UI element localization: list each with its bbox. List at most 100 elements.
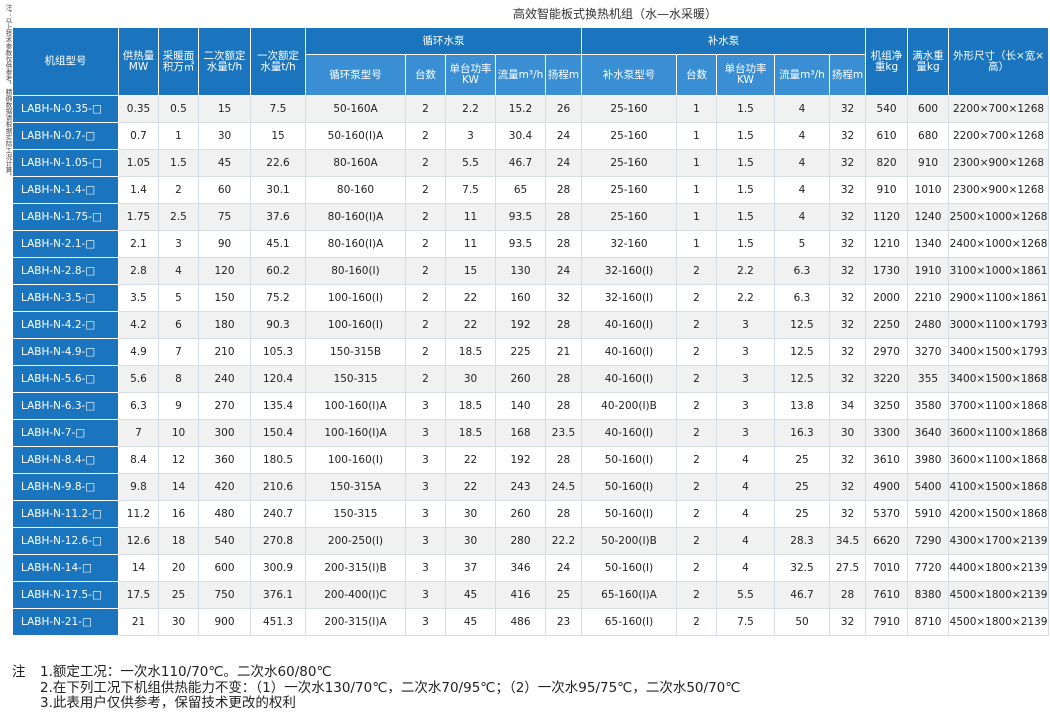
cell-makeup-count: 1 — [676, 230, 717, 258]
cell-net-weight: 3610 — [865, 446, 909, 474]
cell-model: LABH-N-2.8-□ — [12, 257, 119, 285]
cell-supply-heat: 0.35 — [118, 95, 159, 123]
cell-circ-head: 28 — [545, 311, 582, 339]
cell-circ-flow: 260 — [495, 365, 546, 393]
col-circ-flow: 流量m³/h — [495, 54, 546, 96]
cell-circ-count: 3 — [405, 554, 446, 582]
cell-circ-power: 22 — [445, 473, 496, 501]
cell-model: LABH-N-14-□ — [12, 554, 119, 582]
cell-primary-flow: 451.3 — [250, 608, 306, 636]
cell-makeup-count: 2 — [676, 338, 717, 366]
col-model: 机组型号 — [12, 27, 119, 96]
cell-circ-count: 2 — [405, 284, 446, 312]
cell-circ-model: 50-160A — [305, 95, 406, 123]
cell-dimensions: 4100×1500×1868 — [948, 473, 1050, 501]
cell-makeup-model: 65-160(Ⅰ)A — [581, 581, 677, 609]
table-row: LABH-N-1.4-□ 1.4 2 60 30.1 80-160 2 7.5 65 28 25-1… — [12, 176, 1050, 204]
table-row: LABH-N-4.2-□ 4.2 6 180 90.3 100-160(Ⅰ) 2 22 192 2… — [12, 311, 1050, 339]
cell-makeup-power: 1.5 — [716, 230, 775, 258]
cell-full-weight: 680 — [907, 122, 950, 150]
cell-circ-power: 30 — [445, 527, 496, 555]
cell-dimensions: 4500×1800×2139 — [948, 608, 1050, 636]
cell-makeup-model: 40-160(Ⅰ) — [581, 338, 677, 366]
cell-primary-flow: 150.4 — [250, 419, 306, 447]
cell-makeup-flow: 16.3 — [774, 419, 830, 447]
cell-primary-flow: 270.8 — [250, 527, 306, 555]
cell-makeup-power: 3 — [716, 338, 775, 366]
cell-makeup-power: 2.2 — [716, 284, 775, 312]
cell-area: 0.5 — [158, 95, 199, 123]
cell-primary-flow: 210.6 — [250, 473, 306, 501]
cell-makeup-flow: 28.3 — [774, 527, 830, 555]
cell-circ-head: 25 — [545, 581, 582, 609]
cell-makeup-flow: 4 — [774, 149, 830, 177]
cell-area: 1.5 — [158, 149, 199, 177]
cell-circ-head: 26 — [545, 95, 582, 123]
col-net-weight: 机组净重kg — [865, 27, 909, 96]
cell-area: 3 — [158, 230, 199, 258]
col-area: 采暖面积万㎡ — [158, 27, 199, 96]
cell-secondary-flow: 600 — [198, 554, 251, 582]
col-makeup-head: 扬程m — [828, 54, 867, 96]
cell-secondary-flow: 900 — [198, 608, 251, 636]
cell-supply-heat: 2.1 — [118, 230, 159, 258]
note-item: 3.此表用户仅供参考，保留技术更改的权利 — [40, 695, 296, 711]
cell-primary-flow: 37.6 — [250, 203, 306, 231]
cell-area: 30 — [158, 608, 199, 636]
table-row: LABH-N-9.8-□ 9.8 14 420 210.6 150-315A 3 22 243 2… — [12, 473, 1050, 501]
cell-circ-count: 3 — [405, 608, 446, 636]
cell-area: 20 — [158, 554, 199, 582]
cell-circ-count: 2 — [405, 338, 446, 366]
cell-makeup-model: 50-160(Ⅰ) — [581, 500, 677, 528]
cell-full-weight: 7290 — [907, 527, 950, 555]
cell-circ-flow: 15.2 — [495, 95, 546, 123]
cell-primary-flow: 240.7 — [250, 500, 306, 528]
cell-makeup-head: 32 — [828, 203, 867, 231]
cell-full-weight: 1010 — [907, 176, 950, 204]
cell-makeup-flow: 25 — [774, 446, 830, 474]
cell-primary-flow: 15 — [250, 122, 306, 150]
cell-circ-head: 28 — [545, 176, 582, 204]
cell-area: 9 — [158, 392, 199, 420]
cell-net-weight: 1730 — [865, 257, 909, 285]
cell-circ-flow: 93.5 — [495, 230, 546, 258]
cell-secondary-flow: 45 — [198, 149, 251, 177]
cell-dimensions: 2300×900×1268 — [948, 149, 1050, 177]
cell-makeup-power: 1.5 — [716, 149, 775, 177]
cell-circ-flow: 260 — [495, 500, 546, 528]
cell-primary-flow: 45.1 — [250, 230, 306, 258]
cell-makeup-model: 50-160(Ⅰ) — [581, 554, 677, 582]
cell-circ-count: 2 — [405, 122, 446, 150]
cell-supply-heat: 11.2 — [118, 500, 159, 528]
cell-dimensions: 3400×1500×1868 — [948, 365, 1050, 393]
cell-dimensions: 3600×1100×1868 — [948, 419, 1050, 447]
cell-supply-heat: 5.6 — [118, 365, 159, 393]
cell-circ-model: 80-160A — [305, 149, 406, 177]
side-note: 注：以上技术参数仅供参考，精确数据请根据实际工况计算。 — [4, 4, 12, 180]
cell-makeup-count: 2 — [676, 500, 717, 528]
cell-circ-count: 2 — [405, 203, 446, 231]
cell-circ-flow: 225 — [495, 338, 546, 366]
cell-net-weight: 540 — [865, 95, 909, 123]
cell-primary-flow: 180.5 — [250, 446, 306, 474]
col-full-weight: 满水重量kg — [907, 27, 950, 96]
cell-primary-flow: 135.4 — [250, 392, 306, 420]
cell-makeup-model: 40-160(Ⅰ) — [581, 311, 677, 339]
cell-model: LABH-N-9.8-□ — [12, 473, 119, 501]
cell-model: LABH-N-12.6-□ — [12, 527, 119, 555]
cell-makeup-model: 25-160 — [581, 122, 677, 150]
cell-circ-model: 200-400(Ⅰ)C — [305, 581, 406, 609]
cell-primary-flow: 22.6 — [250, 149, 306, 177]
col-circ-count: 台数 — [405, 54, 446, 96]
cell-area: 18 — [158, 527, 199, 555]
table-body: LABH-N-0.35-□ 0.35 0.5 15 7.5 50-160A 2 2.2 15.2… — [12, 95, 1050, 636]
cell-dimensions: 2300×900×1268 — [948, 176, 1050, 204]
cell-circ-model: 100-160(Ⅰ)A — [305, 419, 406, 447]
cell-net-weight: 5370 — [865, 500, 909, 528]
cell-circ-model: 80-160(Ⅰ) — [305, 257, 406, 285]
table-row: LABH-N-1.05-□ 1.05 1.5 45 22.6 80-160A 2 5.5 46.… — [12, 149, 1050, 177]
cell-makeup-flow: 12.5 — [774, 338, 830, 366]
cell-supply-heat: 1.05 — [118, 149, 159, 177]
cell-makeup-head: 32 — [828, 284, 867, 312]
cell-primary-flow: 30.1 — [250, 176, 306, 204]
